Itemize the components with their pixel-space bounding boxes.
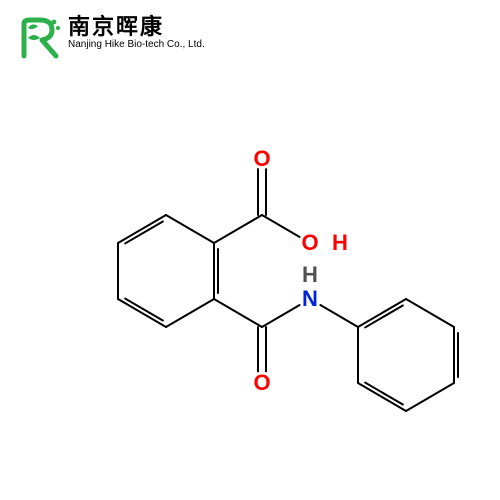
chemical-structure: OOOOOOHHNNHH xyxy=(0,0,500,500)
svg-text:N: N xyxy=(302,286,318,311)
svg-text:O: O xyxy=(253,370,270,395)
svg-text:H: H xyxy=(332,230,348,255)
figure-canvas: 南京晖康 Nanjing Hike Bio-tech Co., Ltd. OOO… xyxy=(0,0,500,500)
svg-text:O: O xyxy=(253,146,270,171)
svg-text:H: H xyxy=(302,262,318,287)
svg-text:O: O xyxy=(301,230,318,255)
